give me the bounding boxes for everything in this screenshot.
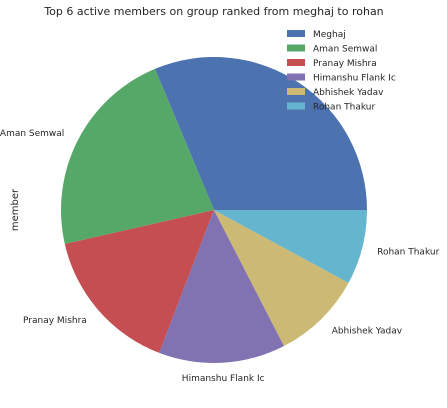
legend-swatch-meghaj bbox=[287, 30, 305, 37]
slice-label-abhishek-yadav: Abhishek Yadav bbox=[332, 326, 403, 336]
pie-slice-abhishek-yadav bbox=[214, 210, 349, 347]
pie-slice-pranay-mishra bbox=[64, 210, 214, 353]
slice-label-aman-semwal: Aman Semwal bbox=[0, 129, 64, 139]
y-axis-label: member bbox=[10, 188, 21, 231]
legend-swatch-rohan-thakur bbox=[287, 102, 305, 110]
pie-slice-rohan-thakur bbox=[214, 210, 367, 283]
slice-label-himanshu-flank-ic: Himanshu Flank Ic bbox=[182, 374, 265, 384]
legend-label-aman-semwal: Aman Semwal bbox=[313, 45, 377, 55]
slice-label-rohan-thakur: Rohan Thakur bbox=[377, 247, 439, 257]
pie-slices bbox=[60, 57, 367, 363]
legend-swatch-himanshu-flank-ic bbox=[287, 73, 305, 81]
legend-label-abhishek-yadav: Abhishek Yadav bbox=[313, 88, 384, 98]
legend-label-meghaj: Meghaj bbox=[313, 30, 346, 40]
pie-slice-aman-semwal bbox=[60, 68, 214, 244]
pie-slice-meghaj bbox=[154, 57, 367, 210]
pie-slice-himanshu-flank-ic bbox=[159, 210, 284, 363]
slice-label-pranay-mishra: Pranay Mishra bbox=[23, 316, 87, 326]
legend-label-pranay-mishra: Pranay Mishra bbox=[313, 59, 377, 69]
chart-title: Top 6 active members on group ranked fro… bbox=[43, 5, 383, 18]
legend-swatch-aman-semwal bbox=[287, 44, 305, 52]
legend-swatch-abhishek-yadav bbox=[287, 88, 305, 95]
slice-labels: Aman Semwal Pranay Mishra Himanshu Flank I… bbox=[0, 129, 440, 384]
legend-label-rohan-thakur: Rohan Thakur bbox=[313, 103, 375, 113]
legend: Meghaj Aman Semwal Pranay Mishra Himanshu F… bbox=[287, 30, 396, 113]
legend-label-himanshu-flank-ic: Himanshu Flank Ic bbox=[313, 74, 396, 84]
legend-swatch-pranay-mishra bbox=[287, 59, 305, 66]
